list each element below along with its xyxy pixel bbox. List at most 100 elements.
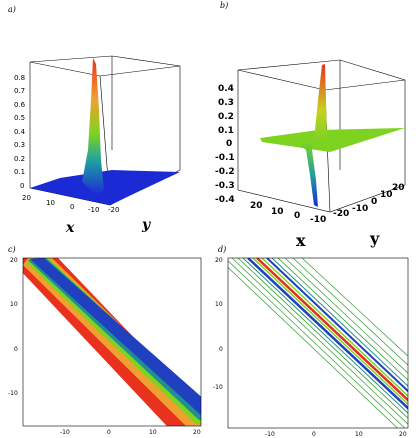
panel-b-box-top-edge xyxy=(237,69,326,91)
panel-d-xtick: 0 xyxy=(312,431,316,438)
panel-c-band-blue xyxy=(30,258,201,416)
panel-b-ytick: -10 xyxy=(352,204,368,214)
panel-a-xtick: -10 xyxy=(88,206,99,214)
panel-a-ztick: 0.2 xyxy=(14,155,25,163)
panel-d-line xyxy=(266,258,408,393)
panel-b-ztick: -0.2 xyxy=(215,167,235,177)
panel-a-z-ticks: 0.8 0.7 0.6 0.5 0.4 0.3 0.2 0.1 0 xyxy=(14,74,26,190)
panel-d-y-ticks: 20 10 0 -10 xyxy=(213,257,223,391)
panel-b-ztick: -0.4 xyxy=(215,195,235,205)
panel-c-ytick: 10 xyxy=(10,301,18,308)
panel-a-xlabel: x xyxy=(65,220,75,236)
panel-b-xtick: -10 xyxy=(310,215,326,225)
panel-a-box-back xyxy=(29,55,181,170)
panel-d-line xyxy=(237,258,408,419)
panel-a-ztick: 0.1 xyxy=(14,168,25,176)
panel-c-band-teal xyxy=(28,258,201,420)
panel-d-line xyxy=(242,258,408,414)
panel-b-ytick: 10 xyxy=(380,190,393,200)
panel-b-ytick: 20 xyxy=(392,183,405,193)
panel-a-ztick: 0.5 xyxy=(14,114,25,122)
panel-b-box-top-edge2 xyxy=(324,79,406,91)
panel-c-band-green xyxy=(26,258,201,424)
panel-d-line xyxy=(292,258,408,366)
panel-a-base xyxy=(30,170,180,205)
panel-b-xtick: 20 xyxy=(250,201,263,211)
panel-d-line xyxy=(256,258,408,402)
panel-d-line xyxy=(284,258,408,374)
panel-a-box-top-edge xyxy=(29,61,101,77)
panel-d-ytick: -10 xyxy=(213,384,223,391)
panel-c-ytick: 0 xyxy=(14,346,18,353)
panel-a-peak xyxy=(82,58,104,195)
panel-c-xtick: 20 xyxy=(193,429,201,436)
panel-d-xtick: 10 xyxy=(355,431,363,438)
panel-a-ytick: -20 xyxy=(108,206,119,214)
panel-b-trough xyxy=(300,142,318,207)
panel-b-y-ticks: -10 0 10 20 xyxy=(352,183,405,214)
panel-c-ytick: 20 xyxy=(10,257,18,264)
panel-a-surface xyxy=(29,55,181,206)
panel-c-x-ticks: -10 0 10 20 xyxy=(60,429,201,436)
panel-b-xtick: 0 xyxy=(294,211,300,221)
panel-a-ztick: 0.3 xyxy=(14,141,25,149)
panel-b-surface xyxy=(237,59,406,213)
panel-a-ztick: 0.7 xyxy=(14,87,25,95)
panel-b-ztick: 0.1 xyxy=(218,126,234,136)
panel-d-ytick: 10 xyxy=(215,301,223,308)
panel-d-line xyxy=(228,266,398,428)
panel-c-xtick: 0 xyxy=(107,429,111,436)
panel-d-x-ticks: -10 0 10 20 xyxy=(265,431,407,438)
panel-b-xlabel: x xyxy=(296,231,306,250)
panel-d-ytick: 0 xyxy=(219,346,223,353)
panel-c-xtick: 10 xyxy=(149,429,157,436)
panel-d-line xyxy=(252,258,408,406)
panel-c-contour xyxy=(22,257,202,427)
panel-a-ztick: 0.4 xyxy=(14,128,26,136)
panel-d-frame xyxy=(227,257,409,429)
panel-a-box-top-edge2 xyxy=(99,65,181,77)
panel-d-line xyxy=(277,258,408,381)
panel-d-line xyxy=(247,258,408,410)
panel-c-label: c) xyxy=(8,245,16,254)
panel-b-z-ticks: 0.4 0.3 0.2 0.1 0 -0.1 -0.2 -0.3 -0.4 xyxy=(215,84,235,205)
panel-b-plane xyxy=(260,128,405,152)
panel-b-ztick: 0.3 xyxy=(218,98,234,108)
panel-c-xtick: -10 xyxy=(60,429,70,436)
panel-b-ztick: 0.2 xyxy=(218,112,234,122)
panel-b-x-ticks: 20 10 0 -10 -20 xyxy=(250,201,349,225)
panel-b-ztick: -0.3 xyxy=(215,181,235,191)
panel-b-label: b) xyxy=(220,1,228,10)
panel-b-ztick: 0.4 xyxy=(218,84,234,94)
panel-b-ztick: -0.1 xyxy=(215,153,235,163)
panel-b-box-front xyxy=(237,70,406,213)
panel-a-ztick: 0.8 xyxy=(14,74,25,82)
panel-c-y-ticks: 20 10 0 -10 xyxy=(8,257,18,397)
panel-a-xtick: 20 xyxy=(22,194,31,202)
panel-a-x-ticks: 20 10 0 -10 -20 xyxy=(22,194,119,214)
panel-d-xtick: 20 xyxy=(399,431,407,438)
panel-b-ztick: 0 xyxy=(226,139,232,149)
panel-a-ylabel: y xyxy=(141,217,151,233)
panel-d-line xyxy=(231,258,408,425)
panel-a-ztick: 0.6 xyxy=(14,101,26,109)
panel-d-line xyxy=(261,258,408,398)
panel-d-label: d) xyxy=(218,245,226,254)
panel-d-line xyxy=(301,258,408,357)
panel-a-label: a) xyxy=(8,5,16,14)
panel-b-peak xyxy=(314,64,327,140)
panel-c-frame xyxy=(22,257,202,427)
panel-d-line xyxy=(271,258,408,387)
panel-a-xtick: 0 xyxy=(70,203,74,211)
panel-b-xtick: 10 xyxy=(271,207,284,217)
panel-b-ylabel: y xyxy=(369,229,380,248)
panel-d-contour xyxy=(227,257,409,429)
panel-d-ytick: 20 xyxy=(215,257,223,264)
panel-b-box-back xyxy=(237,59,406,185)
panel-b-xtick: -20 xyxy=(333,209,349,219)
panel-c-ytick: -10 xyxy=(8,390,18,397)
panel-b-ytick: 0 xyxy=(371,197,377,207)
panel-d-line xyxy=(228,260,406,428)
panel-a-ztick: 0 xyxy=(20,182,24,190)
